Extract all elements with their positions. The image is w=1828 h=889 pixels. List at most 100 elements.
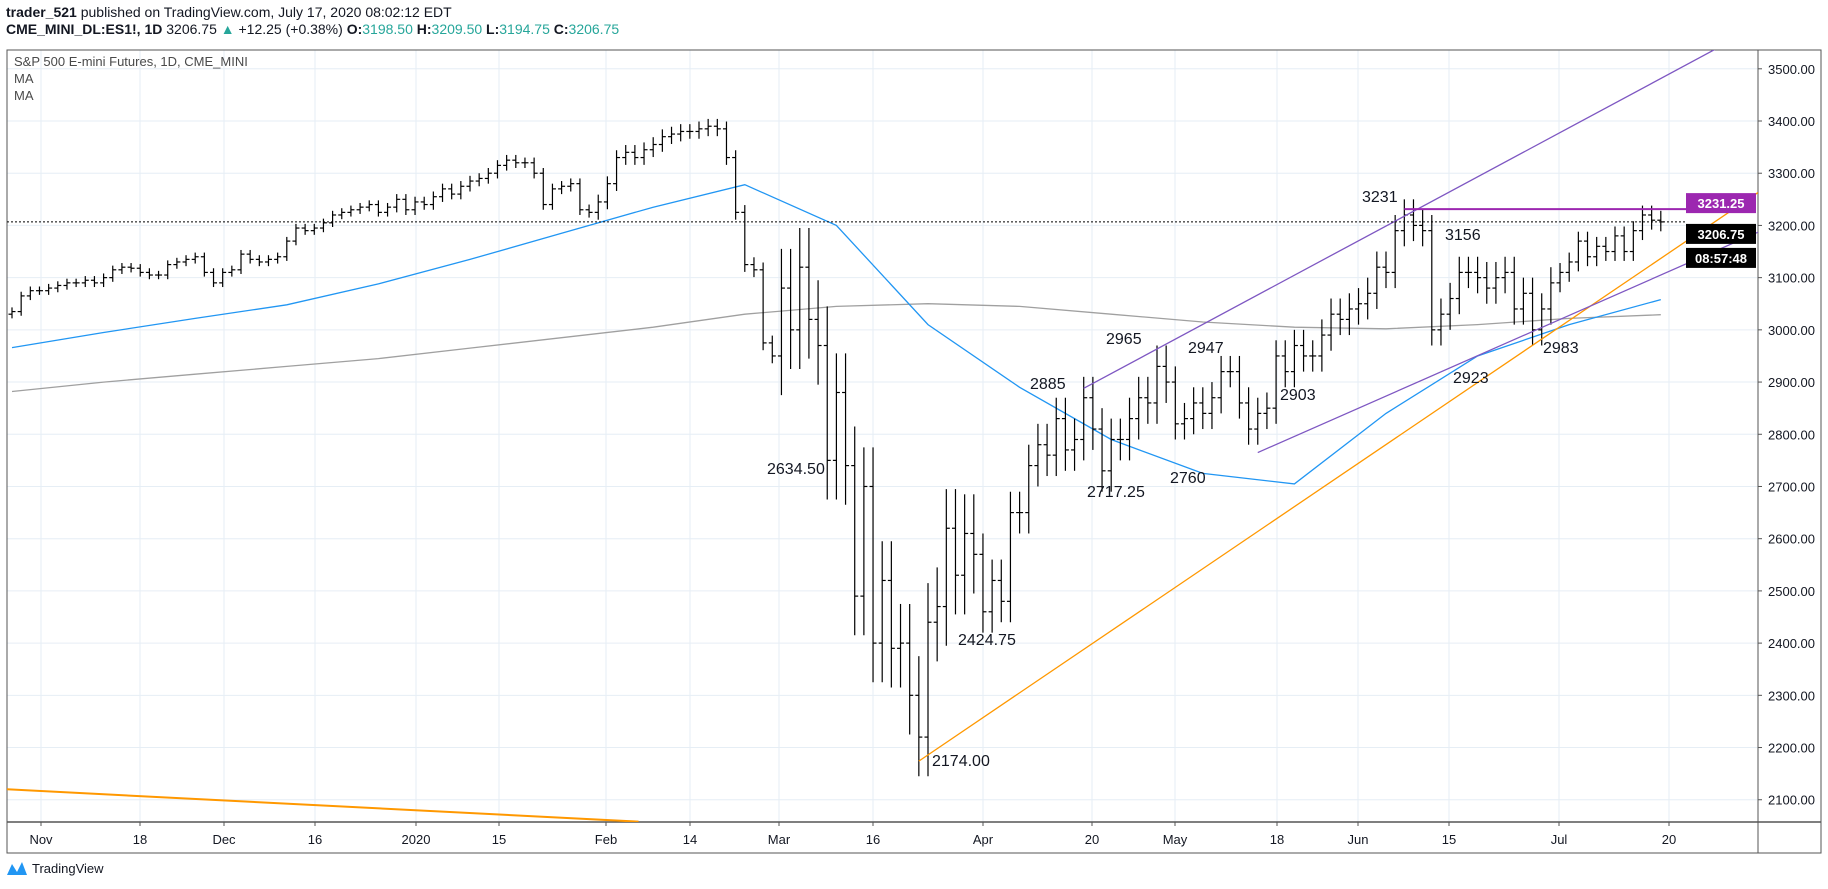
price-bar	[210, 268, 218, 288]
orange-down-trendline	[7, 788, 639, 822]
last-price-tag-bg	[1686, 223, 1756, 244]
close-value: 3206.75	[568, 21, 620, 37]
x-tick-label: 20	[1085, 832, 1099, 847]
price-bar	[842, 353, 850, 505]
logo-text: TradingView	[32, 860, 104, 876]
price-bar	[1519, 277, 1527, 325]
price-bar	[906, 603, 914, 735]
x-tick-label: Jun	[1348, 832, 1369, 847]
price-bar	[1071, 418, 1079, 471]
y-tick-label: 3000.00	[1768, 323, 1815, 338]
price-bar	[759, 262, 767, 351]
price-bar	[274, 252, 282, 264]
price-bar	[622, 145, 630, 165]
price-bar	[1226, 355, 1234, 388]
price-bar	[869, 447, 877, 683]
purple-upper-channel-line	[1083, 50, 1716, 389]
price-bar	[1144, 376, 1152, 424]
price-bar	[1245, 387, 1253, 445]
legend-ma-slow[interactable]: MA	[14, 88, 34, 103]
x-tick-label: 18	[133, 832, 147, 847]
price-bar	[1547, 267, 1555, 325]
price-bar	[182, 255, 190, 267]
price-bar	[741, 205, 749, 272]
price-bar	[722, 121, 730, 165]
y-tick-label: 2800.00	[1768, 427, 1815, 442]
price-annotation: 2760	[1170, 470, 1206, 487]
price-bar	[365, 200, 373, 212]
price-bar	[961, 494, 969, 615]
price-bar	[1373, 251, 1381, 309]
price-bar	[1080, 376, 1088, 461]
high-label: H:	[416, 21, 432, 37]
price-bar	[997, 559, 1005, 623]
price-bar	[603, 176, 611, 210]
ma-fast-line	[11, 184, 1661, 485]
price-bar	[35, 286, 43, 295]
x-tick-label: 15	[492, 832, 506, 847]
price-bar	[1272, 340, 1280, 424]
price-bar	[292, 223, 300, 246]
price-bar	[1025, 444, 1033, 534]
publish-info: trader_521 published on TradingView.com,…	[6, 4, 452, 20]
price-bar	[1107, 418, 1115, 492]
price-bar	[475, 173, 483, 187]
author[interactable]: trader_521	[6, 4, 77, 20]
price-annotation: 2923	[1453, 370, 1489, 387]
price-bar	[1061, 397, 1069, 471]
price-bar	[484, 167, 492, 184]
price-bar	[988, 559, 996, 633]
price-bar	[63, 278, 71, 290]
up-arrow-icon: ▲	[220, 21, 235, 37]
price-bar	[1199, 387, 1207, 430]
y-tick-label: 2500.00	[1768, 584, 1815, 599]
y-tick-label: 2400.00	[1768, 636, 1815, 651]
price-bar	[951, 489, 959, 615]
price-bar	[594, 194, 602, 220]
price-bar	[255, 255, 263, 267]
price-bar	[439, 183, 447, 202]
x-tick-label: May	[1163, 832, 1188, 847]
price-bar	[8, 307, 16, 319]
price-bar	[1620, 226, 1628, 261]
x-tick-label: 16	[308, 832, 322, 847]
orange-support-trendline	[918, 191, 1758, 762]
price-bar	[512, 154, 520, 168]
tradingview-logo[interactable]: TradingView	[6, 860, 104, 876]
price-bar	[1419, 209, 1427, 247]
price-bar	[796, 228, 804, 370]
price-annotation: 2947	[1188, 340, 1224, 357]
price-bar	[942, 489, 950, 646]
legend-ma-fast[interactable]: MA	[14, 71, 34, 86]
price-bar	[530, 157, 538, 179]
price-annotation: 2965	[1106, 331, 1142, 348]
y-tick-label: 2200.00	[1768, 741, 1815, 756]
price-bar	[897, 603, 905, 688]
price-bar	[1355, 288, 1363, 325]
price-annotation: 2174.00	[932, 753, 990, 770]
price-bar	[1089, 376, 1097, 450]
price-bar	[1309, 340, 1317, 372]
price-annotation: 3156	[1445, 227, 1481, 244]
x-tick-label: 15	[1442, 832, 1456, 847]
price-bar	[237, 249, 245, 274]
price-bar	[658, 129, 666, 152]
plot-area	[7, 50, 1758, 822]
price-bar	[503, 154, 511, 171]
close-label: C:	[553, 21, 569, 37]
y-tick-label: 2100.00	[1768, 793, 1815, 808]
price-bar	[374, 200, 382, 217]
price-bar	[1135, 376, 1143, 440]
price-bar	[493, 160, 501, 179]
price-bar	[1171, 366, 1179, 440]
price-bar	[1584, 231, 1592, 267]
price-bar	[45, 283, 53, 295]
price-bar	[429, 191, 437, 210]
price-bar	[1483, 261, 1491, 304]
price-bar	[264, 255, 272, 267]
price-bar	[347, 205, 355, 217]
price-bar	[1565, 252, 1573, 282]
price-bar	[860, 447, 868, 636]
price-bar	[1602, 236, 1610, 261]
